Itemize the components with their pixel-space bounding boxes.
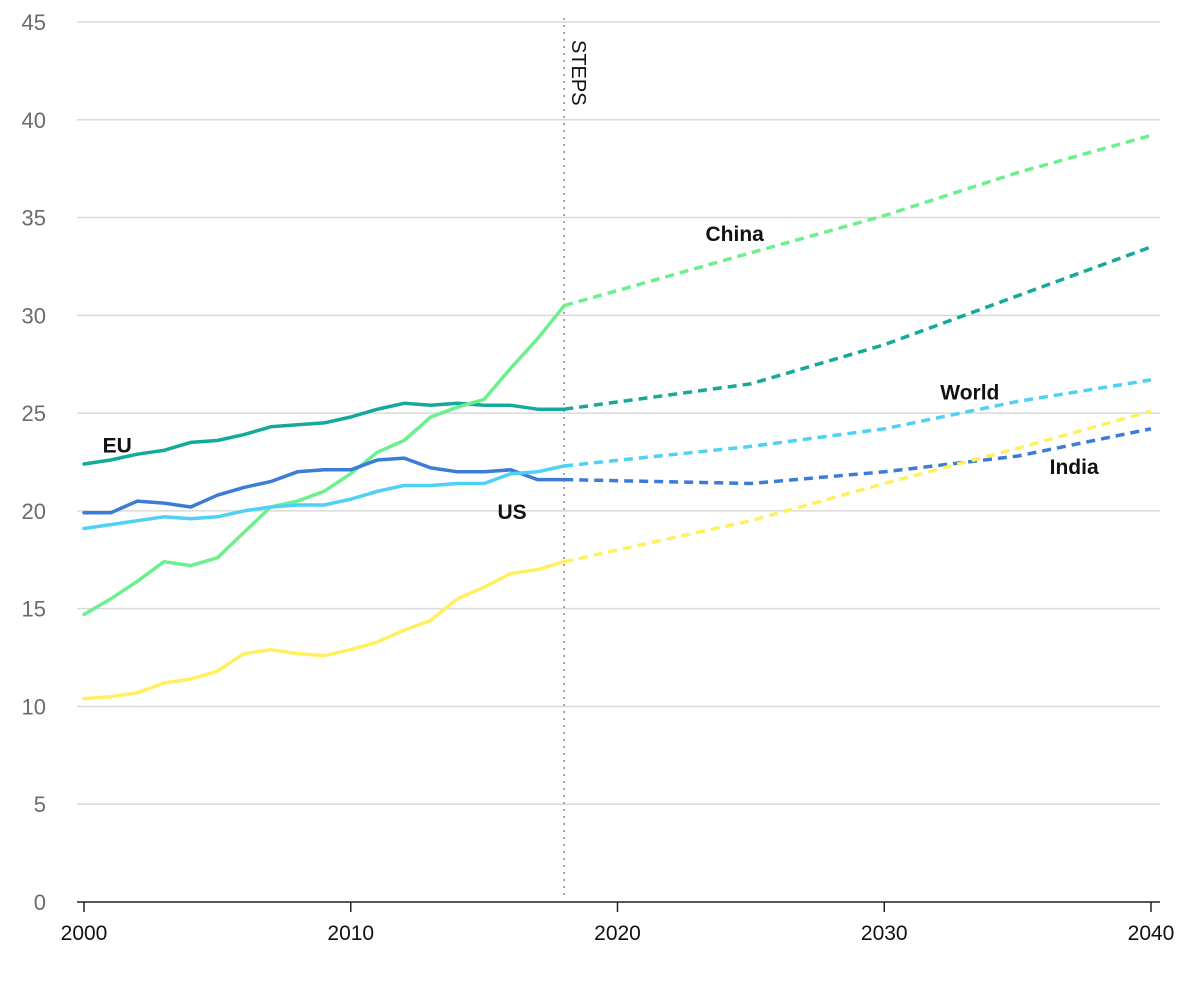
series-line-world-projected [564, 378, 1152, 468]
series-line-us-projected [564, 427, 1152, 486]
x-tick-label: 2040 [1128, 922, 1175, 945]
y-tick-label: 10 [22, 694, 46, 719]
y-tick-label: 5 [34, 792, 46, 817]
series-label-china: China [706, 223, 765, 246]
series-line-eu-projected [563, 245, 1152, 411]
series-labels: EU China US World India [103, 223, 1099, 524]
series-label-eu: EU [103, 434, 132, 457]
y-tick-label: 45 [22, 10, 46, 35]
series-lines [82, 133, 1152, 701]
steps-label: STEPS [567, 40, 589, 106]
y-tick-label: 35 [22, 206, 46, 231]
y-tick-label: 40 [22, 108, 46, 133]
series-line-india-historical [82, 559, 566, 701]
series-label-world: World [940, 382, 999, 405]
y-tick-label: 15 [22, 597, 46, 622]
series-line-eu-historical [82, 401, 566, 466]
y-tick-label: 20 [22, 499, 46, 524]
series-line-world-historical [82, 464, 566, 531]
series-line-us-historical [82, 456, 566, 515]
x-tick-label: 2030 [861, 922, 908, 945]
series-line-china-historical [82, 303, 566, 617]
x-tick-label: 2000 [61, 922, 108, 945]
series-label-india: India [1050, 456, 1099, 479]
y-tick-label: 25 [22, 401, 46, 426]
x-tick-label: 2020 [594, 922, 641, 945]
y-tick-label: 30 [22, 303, 46, 328]
series-line-china-projected [563, 133, 1152, 308]
series-line-india-projected [563, 409, 1152, 564]
axes: 0 5 10 15 20 25 30 35 40 45 2000 2010 2020 2030 2040 [22, 10, 1175, 945]
series-label-us: US [497, 501, 526, 524]
x-tick-label: 2010 [327, 922, 374, 945]
steps-marker: STEPS [563, 18, 589, 895]
gridlines [77, 21, 1160, 805]
y-tick-label: 0 [34, 890, 46, 915]
